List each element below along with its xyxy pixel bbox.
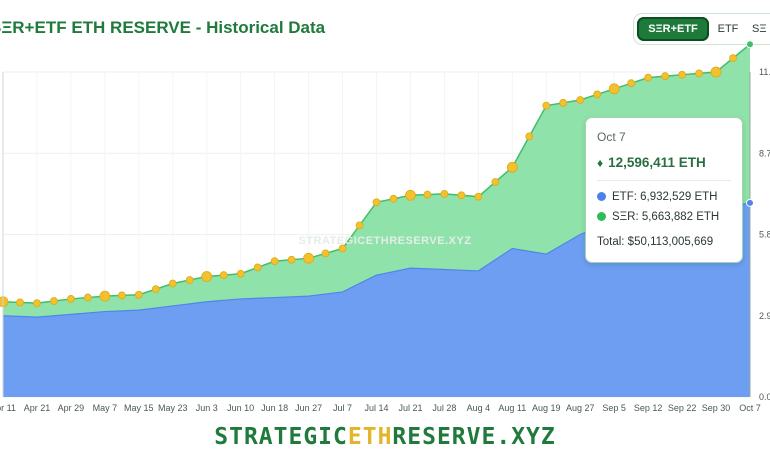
tooltip-total-value: 12,596,411 ETH [608, 155, 706, 170]
purchase-marker [219, 271, 228, 280]
y-tick-label: 11.6 [759, 67, 770, 77]
purchase-marker [185, 276, 194, 284]
tooltip-ser-value: SΞR: 5,663,882 ETH [612, 211, 720, 223]
purchase-marker [525, 132, 534, 141]
purchase-marker [559, 98, 568, 107]
x-tick-label: Jul 28 [432, 403, 456, 413]
purchase-marker [303, 252, 314, 264]
purchase-marker [355, 221, 364, 230]
purchase-marker [542, 101, 551, 110]
x-tick-label: Jun 3 [196, 403, 218, 413]
tooltip-divider [597, 180, 731, 181]
purchase-marker [201, 271, 213, 282]
purchase-marker [729, 54, 737, 63]
x-tick-label: Oct 7 [739, 403, 761, 413]
x-tick-label: Jul 14 [364, 403, 388, 413]
purchase-marker [33, 299, 41, 308]
hover-point-etf [746, 198, 754, 207]
purchase-marker [695, 69, 703, 78]
purchase-marker [576, 96, 585, 104]
purchase-marker [678, 70, 686, 79]
toggle-ser-button[interactable]: SΞ [752, 23, 767, 35]
page-title: SΞR+ETF ETH RESERVE - Historical Data [0, 18, 326, 37]
etf-area [3, 202, 750, 397]
tooltip-ser-row: SΞR: 5,663,882 ETH [597, 211, 719, 223]
purchase-marker [491, 178, 500, 186]
toggle-etf-button[interactable]: ETF [717, 23, 739, 35]
x-tick-label: May 15 [124, 403, 154, 413]
hover-point-total [746, 40, 754, 49]
purchase-marker [253, 263, 262, 272]
purchase-marker [16, 298, 24, 307]
x-tick-label: Jul 7 [333, 403, 352, 413]
toggle-ser-etf-button[interactable]: SΞR+ETF [637, 17, 709, 41]
ethereum-icon: ♦ [597, 156, 604, 170]
purchase-marker [661, 72, 670, 81]
purchase-marker [99, 290, 111, 302]
x-tick-label: Jun 18 [261, 403, 288, 413]
purchase-marker [506, 161, 518, 173]
purchase-marker [593, 90, 602, 99]
y-tick-label: 8.7 [759, 148, 770, 158]
purchase-marker [608, 83, 620, 95]
y-tick-label: 2.9 [759, 311, 770, 321]
purchase-marker [134, 290, 143, 299]
purchase-marker [440, 189, 449, 198]
purchase-marker [151, 285, 160, 294]
purchase-marker [67, 295, 75, 303]
purchase-marker [405, 189, 416, 201]
x-tick-label: May 23 [158, 403, 188, 413]
purchase-marker [710, 66, 722, 78]
purchase-marker [287, 255, 296, 264]
purchase-marker [338, 244, 347, 253]
x-tick-label: Jul 21 [398, 403, 422, 413]
brand-part-1: STRATEGIC [214, 424, 348, 450]
x-tick-label: Apr 29 [58, 403, 85, 413]
view-toggle: SΞR+ETF ETF SΞ [633, 13, 770, 45]
chart-tooltip: Oct 7 ♦ 12,596,411 ETH ETF: 6,932,529 ETH… [585, 117, 743, 263]
purchase-marker [0, 296, 9, 308]
x-tick-label: Sep 22 [668, 403, 697, 413]
purchase-marker [50, 297, 58, 305]
tooltip-etf-value: ETF: 6,932,529 ETH [612, 191, 718, 203]
x-tick-label: Apr 21 [24, 403, 51, 413]
chart-watermark: STRATEGICETHRESERVE.XYZ [298, 235, 471, 247]
purchase-marker [389, 194, 398, 203]
x-tick-label: Sep 5 [602, 403, 626, 413]
purchase-marker [168, 279, 177, 288]
x-tick-label: Sep 30 [702, 403, 731, 413]
x-tick-label: Aug 19 [532, 403, 561, 413]
y-tick-label: 5.8 [759, 230, 770, 240]
brand-footer: STRATEGICETHRESERVE.XYZ [0, 424, 770, 450]
purchase-marker [270, 257, 279, 266]
brand-part-2: RESERVE.XYZ [392, 424, 556, 450]
purchase-marker [321, 249, 330, 258]
tooltip-etf-row: ETF: 6,932,529 ETH [597, 191, 717, 203]
x-tick-label: Aug 4 [467, 403, 491, 413]
y-tick-label: 0.0 [759, 392, 770, 402]
x-tick-label: Jun 27 [295, 403, 322, 413]
x-tick-label: Jun 10 [227, 403, 254, 413]
purchase-marker [644, 73, 653, 82]
brand-part-eth: ETH [347, 424, 393, 450]
purchase-marker [83, 293, 92, 302]
ser-legend-dot [597, 212, 606, 221]
x-tick-label: Aug 11 [498, 403, 526, 413]
purchase-marker [457, 191, 466, 200]
tooltip-date: Oct 7 [597, 130, 626, 144]
purchase-marker [423, 190, 432, 199]
purchase-marker [474, 192, 483, 201]
etf-legend-dot [597, 192, 606, 201]
x-tick-label: Aug 27 [566, 403, 595, 413]
purchase-marker [627, 79, 636, 88]
x-tick-label: May 7 [93, 403, 118, 413]
x-tick-label: Apr 11 [0, 403, 16, 413]
purchase-marker [372, 198, 381, 207]
purchase-marker [236, 269, 245, 278]
tooltip-usd-total: Total: $50,113,005,669 [597, 236, 714, 248]
purchase-marker [117, 291, 126, 300]
x-tick-label: Sep 12 [634, 403, 663, 413]
tooltip-total: ♦ 12,596,411 ETH [597, 155, 706, 170]
